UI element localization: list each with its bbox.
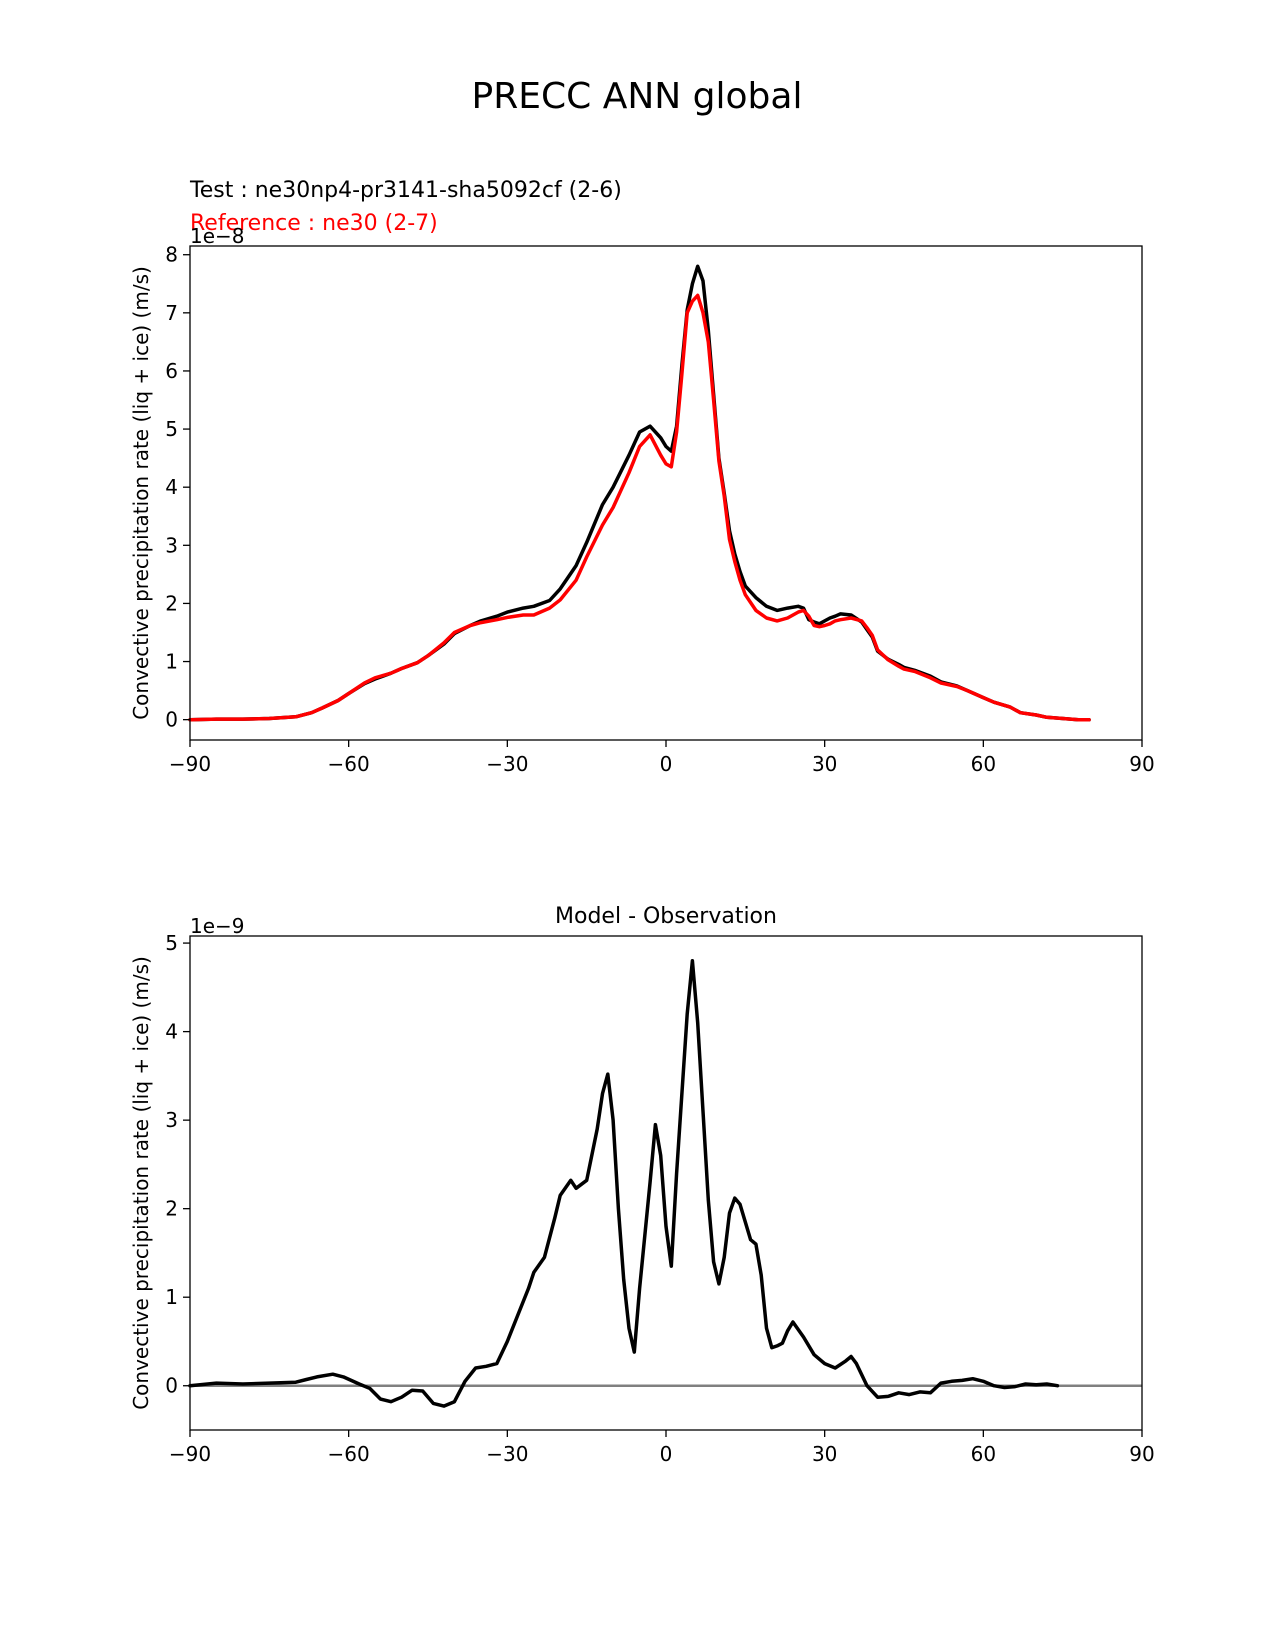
series-line-test xyxy=(188,264,1091,722)
x-tick-label: −60 xyxy=(328,1442,370,1466)
y-axis-label: Convective precipitation rate (liq + ice… xyxy=(129,266,153,720)
legend-reference-label: Reference : ne30 (2-7) xyxy=(190,211,438,236)
top-plot: −90 −60 −30 0 30 60 90 0 1 2 3 4 5 6 7 8 1e−8 Convective … xyxy=(129,224,1155,776)
x-tick-label: −90 xyxy=(169,752,211,776)
y-tick-label: 5 xyxy=(165,931,178,955)
y-offset-text: 1e−8 xyxy=(190,224,245,248)
y-tick-label: 8 xyxy=(165,243,178,267)
series-line-model-observation xyxy=(188,959,1060,1408)
plot-title: Model - Observation xyxy=(555,904,777,929)
x-tick-label: −90 xyxy=(169,1442,211,1466)
x-tick-label: −30 xyxy=(486,1442,528,1466)
x-tick-label: 90 xyxy=(1129,752,1154,776)
y-axis-label: Convective precipitation rate (liq + ice… xyxy=(129,956,153,1410)
y-tick-label: 2 xyxy=(165,591,178,615)
bottom-plot: −90 −60 −30 0 30 60 90 0 1 2 3 4 5 1e−9 Convective pre… xyxy=(129,904,1155,1466)
x-tick-label: 0 xyxy=(660,1442,673,1466)
y-tick-label: 1 xyxy=(165,650,178,674)
y-tick-label: 6 xyxy=(165,359,178,383)
y-offset-text: 1e−9 xyxy=(190,914,245,938)
y-tick-label: 7 xyxy=(165,301,178,325)
series-line-reference xyxy=(188,293,1091,722)
y-tick-label: 0 xyxy=(165,708,178,732)
x-tick-label: 60 xyxy=(971,1442,996,1466)
x-tick-label: 60 xyxy=(971,752,996,776)
y-tick-label: 2 xyxy=(165,1197,178,1221)
y-tick-label: 3 xyxy=(165,1108,178,1132)
y-tick-label: 3 xyxy=(165,533,178,557)
x-tick-label: 30 xyxy=(812,1442,837,1466)
y-tick-label: 4 xyxy=(165,1020,178,1044)
x-tick-label: 90 xyxy=(1129,1442,1154,1466)
x-tick-label: −30 xyxy=(486,752,528,776)
legend-test-label: Test : ne30np4-pr3141-sha5092cf (2-6) xyxy=(189,178,622,203)
y-tick-label: 4 xyxy=(165,475,178,499)
x-tick-label: 0 xyxy=(660,752,673,776)
figure-title: PRECC ANN global xyxy=(472,76,803,117)
x-tick-label: −60 xyxy=(328,752,370,776)
y-tick-label: 0 xyxy=(165,1374,178,1398)
y-tick-label: 5 xyxy=(165,417,178,441)
y-tick-label: 1 xyxy=(165,1285,178,1309)
plot-frame xyxy=(189,245,1143,741)
x-tick-label: 30 xyxy=(812,752,837,776)
plot-frame xyxy=(189,935,1143,1431)
